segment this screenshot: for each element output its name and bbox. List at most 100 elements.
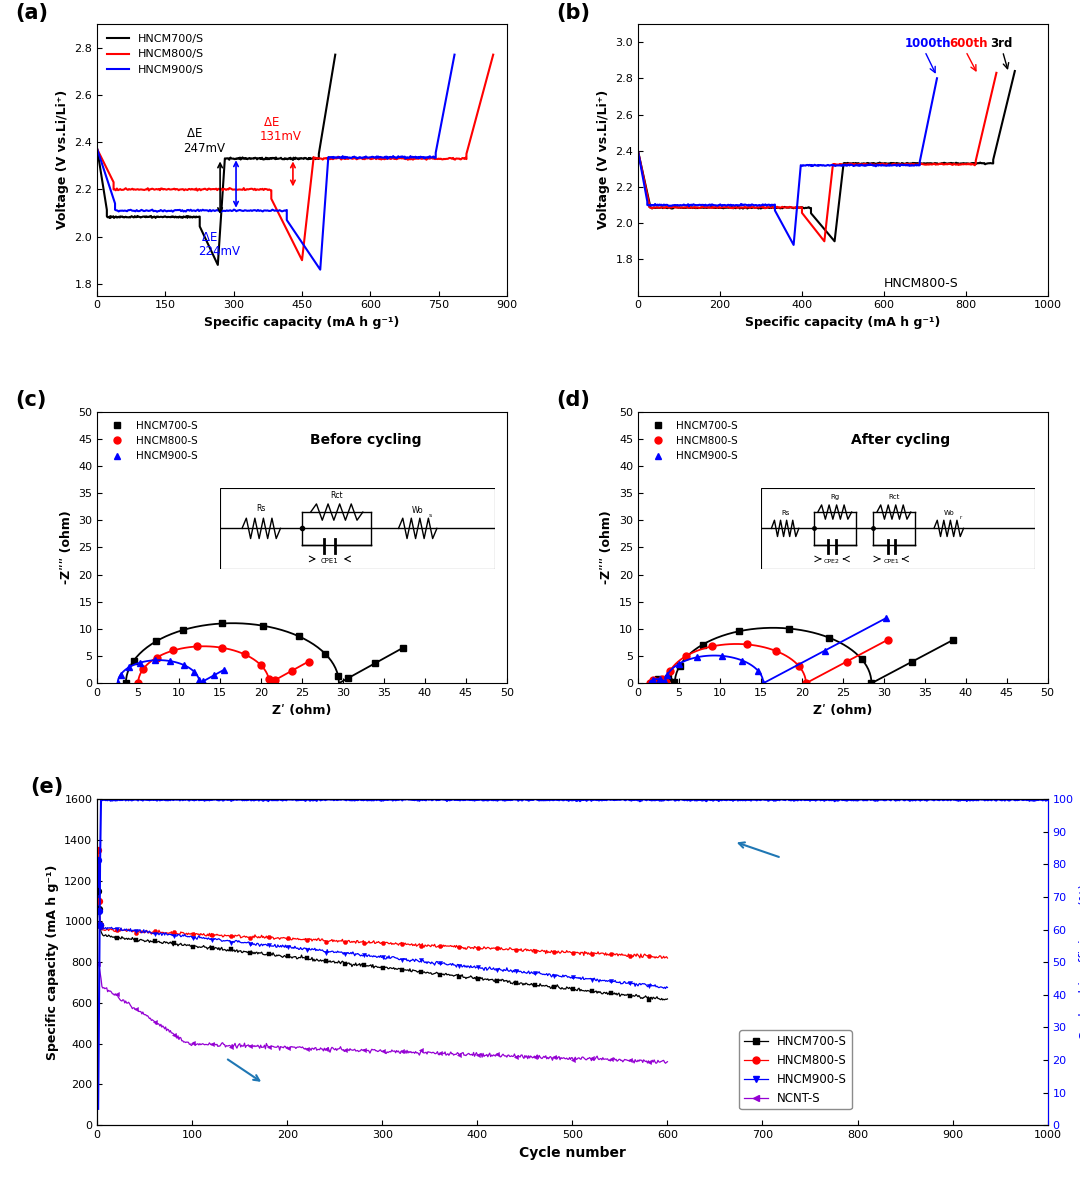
- HNCM700-S: [673, 658, 686, 673]
- HNCM800-S: [741, 637, 754, 651]
- HNCM900-S: [691, 650, 704, 664]
- HNCM900-S: [197, 674, 210, 688]
- HNCM900/S: [351, 151, 364, 165]
- Line: HNCM700/S: HNCM700/S: [97, 55, 335, 265]
- HNCM700-S: [332, 668, 345, 682]
- HNCM900-S: [111, 676, 124, 691]
- Legend: HNCM700-S, HNCM800-S, HNCM900-S: HNCM700-S, HNCM800-S, HNCM900-S: [103, 417, 202, 466]
- HNCM800-S: [216, 640, 229, 655]
- HNCM700/S: [121, 211, 134, 225]
- HNCM700-S: [732, 624, 745, 638]
- HNCM800-S: [644, 676, 657, 691]
- HNCM900-S: [654, 673, 667, 687]
- HNCM900-S: [673, 657, 686, 672]
- Text: 1000th: 1000th: [904, 37, 950, 50]
- HNCM900-S: [218, 662, 231, 676]
- X-axis label: Zʹ (ohm): Zʹ (ohm): [813, 704, 873, 717]
- HNCM800-S: [793, 660, 806, 674]
- Point: [91, 892, 108, 911]
- Point: [90, 851, 107, 870]
- Text: $\Delta$E: $\Delta$E: [264, 116, 280, 128]
- HNCM800-S: [238, 648, 251, 662]
- X-axis label: Specific capacity (mA h g⁻¹): Specific capacity (mA h g⁻¹): [745, 316, 941, 329]
- Line: HNCM800-S: HNCM800-S: [647, 637, 891, 687]
- HNCM900/S: [147, 203, 160, 218]
- HNCM800-S: [150, 650, 163, 664]
- Text: $\Delta$E: $\Delta$E: [186, 127, 203, 140]
- HNCM800-S: [656, 672, 669, 686]
- HNCM800-S: [191, 639, 204, 654]
- HNCM800-S: [840, 655, 853, 669]
- HNCM700/S: [212, 257, 225, 272]
- HNCM900-S: [207, 668, 220, 682]
- Text: 224mV: 224mV: [199, 245, 240, 259]
- Y-axis label: -Zʺʺ (ohm): -Zʺʺ (ohm): [600, 510, 613, 584]
- HNCM900-S: [133, 656, 146, 670]
- HNCM900/S: [379, 150, 392, 164]
- HNCM800-S: [799, 676, 812, 691]
- HNCM700/S: [91, 142, 104, 157]
- HNCM900/S: [448, 48, 461, 62]
- HNCM900-S: [661, 667, 674, 681]
- HNCM900-S: [193, 673, 206, 687]
- HNCM800-S: [167, 643, 180, 657]
- HNCM700-S: [293, 630, 306, 644]
- Y-axis label: -Zʺʺ (ohm): -Zʺʺ (ohm): [59, 510, 72, 584]
- HNCM800-S: [262, 672, 275, 686]
- Text: $\Delta$E: $\Delta$E: [201, 231, 217, 244]
- HNCM700-S: [865, 676, 878, 691]
- HNCM700-S: [396, 640, 409, 655]
- HNCM700/S: [174, 209, 187, 224]
- HNCM700-S: [782, 621, 795, 636]
- HNCM800-S: [770, 644, 783, 658]
- HNCM900-S: [647, 673, 660, 687]
- HNCM900/S: [377, 151, 390, 165]
- HNCM900-S: [716, 649, 729, 663]
- Point: [92, 916, 109, 935]
- Legend: HNCM700/S, HNCM800/S, HNCM900/S: HNCM700/S, HNCM800/S, HNCM900/S: [103, 30, 208, 79]
- HNCM900/S: [91, 142, 104, 157]
- HNCM900-S: [658, 675, 671, 689]
- HNCM900-S: [880, 610, 893, 625]
- X-axis label: Specific capacity (mA h g⁻¹): Specific capacity (mA h g⁻¹): [204, 316, 400, 329]
- HNCM900-S: [752, 664, 765, 679]
- HNCM700-S: [319, 646, 332, 661]
- Line: HNCM800/S: HNCM800/S: [97, 55, 494, 260]
- Text: 247mV: 247mV: [183, 141, 225, 154]
- HNCM800-S: [664, 663, 677, 678]
- HNCM700-S: [662, 670, 675, 685]
- Line: HNCM900-S: HNCM900-S: [647, 614, 890, 687]
- Text: (b): (b): [556, 2, 590, 23]
- HNCM800-S: [705, 639, 718, 654]
- HNCM800-S: [881, 632, 894, 646]
- HNCM800-S: [679, 649, 692, 663]
- HNCM800/S: [348, 151, 361, 165]
- Text: After cycling: After cycling: [851, 433, 950, 448]
- HNCM700/S: [267, 151, 280, 165]
- Y-axis label: Voltage (V vs.Li/Li⁺): Voltage (V vs.Li/Li⁺): [56, 90, 69, 230]
- Line: HNCM700-S: HNCM700-S: [122, 620, 406, 687]
- Text: 600th: 600th: [949, 37, 988, 50]
- HNCM800-S: [269, 673, 282, 687]
- HNCM700-S: [341, 672, 354, 686]
- HNCM800/S: [296, 253, 309, 267]
- HNCM700-S: [696, 638, 708, 652]
- HNCM900-S: [123, 660, 136, 674]
- Point: [90, 881, 107, 900]
- Point: [91, 900, 108, 919]
- HNCM800/S: [386, 151, 399, 165]
- HNCM900-S: [178, 658, 191, 673]
- Y-axis label: Specific capacity (mA h g⁻¹): Specific capacity (mA h g⁻¹): [45, 864, 58, 1059]
- HNCM900-S: [114, 668, 127, 682]
- HNCM900-S: [757, 676, 770, 691]
- HNCM800-S: [302, 655, 315, 669]
- Text: 3rd: 3rd: [990, 37, 1013, 50]
- Line: HNCM800-S: HNCM800-S: [135, 643, 312, 687]
- Point: [92, 916, 109, 935]
- HNCM800-S: [132, 676, 145, 691]
- Text: HNCM800-S: HNCM800-S: [883, 277, 958, 290]
- HNCM800/S: [264, 183, 276, 198]
- Text: (c): (c): [15, 390, 46, 411]
- HNCM800-S: [136, 662, 149, 676]
- Text: Before cycling: Before cycling: [310, 433, 421, 448]
